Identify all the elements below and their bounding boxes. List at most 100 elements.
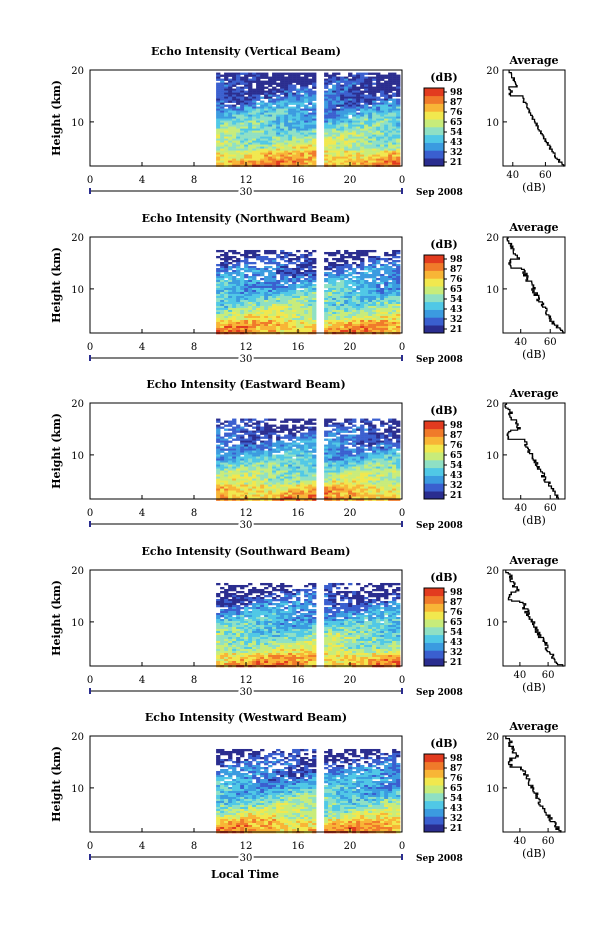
heatmap-cell: [396, 158, 401, 161]
heatmap-cell: [384, 124, 389, 127]
heatmap-cell: [300, 299, 305, 303]
heatmap-cell: [352, 291, 357, 295]
heatmap-cell: [248, 150, 253, 153]
heatmap-cell: [364, 422, 369, 425]
heatmap-cell: [228, 424, 233, 427]
heatmap-cell: [228, 96, 233, 99]
heatmap-cell: [336, 112, 341, 115]
heatmap-cell: [232, 92, 237, 95]
heatmap-cell: [392, 132, 397, 135]
heatmap-cell: [368, 327, 373, 331]
heatmap-cell: [388, 480, 393, 483]
heatmap-cell: [364, 444, 369, 447]
heatmap-cell: [384, 154, 389, 157]
heatmap-cell: [344, 78, 349, 81]
heatmap-cell: [264, 124, 269, 127]
heatmap-cell: [288, 138, 293, 141]
heatmap-cell: [284, 468, 289, 471]
heatmap-cell: [284, 124, 289, 127]
heatmap-cell: [280, 287, 285, 291]
heatmap-cell: [356, 76, 361, 79]
heatmap-cell: [384, 472, 389, 475]
heatmap-cell: [256, 321, 261, 325]
heatmap-cell: [380, 265, 385, 269]
heatmap-cell: [384, 327, 389, 331]
heatmap-cell: [312, 456, 317, 459]
heatmap-cell: [332, 279, 337, 283]
heatmap-cell: [356, 88, 361, 91]
heatmap-cell: [388, 142, 393, 145]
heatmap-cell: [236, 108, 241, 111]
heatmap-cell: [300, 317, 305, 321]
heatmap-cell: [284, 120, 289, 123]
heatmap-cell: [304, 255, 309, 259]
heatmap-cell: [380, 124, 385, 127]
heatmap-cell: [356, 118, 361, 121]
colorbar-segment: [424, 294, 444, 303]
heatmap-cell: [240, 148, 245, 151]
heatmap-cell: [304, 283, 309, 287]
heatmap-cell: [228, 450, 233, 453]
heatmap-cell: [344, 130, 349, 133]
heatmap-cell: [232, 470, 237, 473]
heatmap-cell: [396, 90, 401, 93]
heatmap-cell: [296, 460, 301, 463]
heatmap-cell: [256, 269, 261, 273]
heatmap-cell: [396, 148, 401, 151]
heatmap-cell: [220, 448, 225, 451]
heatmap-cell: [376, 104, 381, 107]
heatmap-cell: [328, 440, 333, 443]
heatmap-cell: [336, 158, 341, 161]
heatmap-cell: [244, 291, 249, 295]
heatmap-cell: [312, 301, 317, 305]
heatmap-cell: [260, 74, 265, 77]
heatmap-cell: [240, 253, 245, 257]
heatmap-cell: [228, 470, 233, 473]
heatmap-cell: [236, 448, 241, 451]
heatmap-cell: [220, 140, 225, 143]
heatmap-cell: [304, 315, 309, 319]
heatmap-cell: [216, 305, 221, 309]
heatmap-cell: [224, 281, 229, 285]
heatmap-cell: [388, 162, 393, 165]
heatmap-cell: [392, 253, 397, 257]
heatmap-cell: [304, 74, 309, 77]
heatmap-cell: [340, 307, 345, 311]
heatmap-cell: [376, 440, 381, 443]
heatmap-cell: [340, 460, 345, 463]
heatmap-cell: [268, 269, 273, 273]
heatmap-cell: [284, 311, 289, 315]
heatmap-cell: [268, 446, 273, 449]
heatmap-cell: [284, 88, 289, 91]
heatmap-cell: [220, 317, 225, 321]
heatmap-cell: [332, 251, 337, 255]
heatmap-cell: [300, 315, 305, 319]
heatmap-cell: [268, 301, 273, 305]
heatmap-cell: [268, 321, 273, 325]
heatmap-cell: [384, 150, 389, 153]
heatmap-cell: [260, 146, 265, 149]
heatmap-cell: [292, 94, 297, 97]
heatmap-cell: [260, 148, 265, 151]
heatmap-cell: [384, 430, 389, 433]
heatmap-cell: [224, 94, 229, 97]
heatmap-cell: [312, 130, 317, 133]
heatmap-cell: [360, 456, 365, 459]
heatmap-cell: [264, 96, 269, 99]
heatmap-cell: [236, 267, 241, 271]
heatmap-cell: [348, 321, 353, 325]
heatmap-cell: [248, 78, 253, 81]
heatmap-cell: [340, 466, 345, 469]
heatmap-cell: [292, 257, 297, 261]
heatmap-cell: [272, 470, 277, 473]
heatmap-cell: [368, 100, 373, 103]
heatmap-cell: [252, 440, 257, 443]
heatmap-cell: [384, 452, 389, 455]
heatmap-cell: [220, 261, 225, 265]
heatmap-cell: [264, 313, 269, 317]
heatmap-cell: [256, 271, 261, 275]
heatmap-cell: [276, 98, 281, 101]
heatmap-cell: [392, 462, 397, 465]
heatmap-cell: [288, 261, 293, 265]
heatmap-cell: [368, 464, 373, 467]
